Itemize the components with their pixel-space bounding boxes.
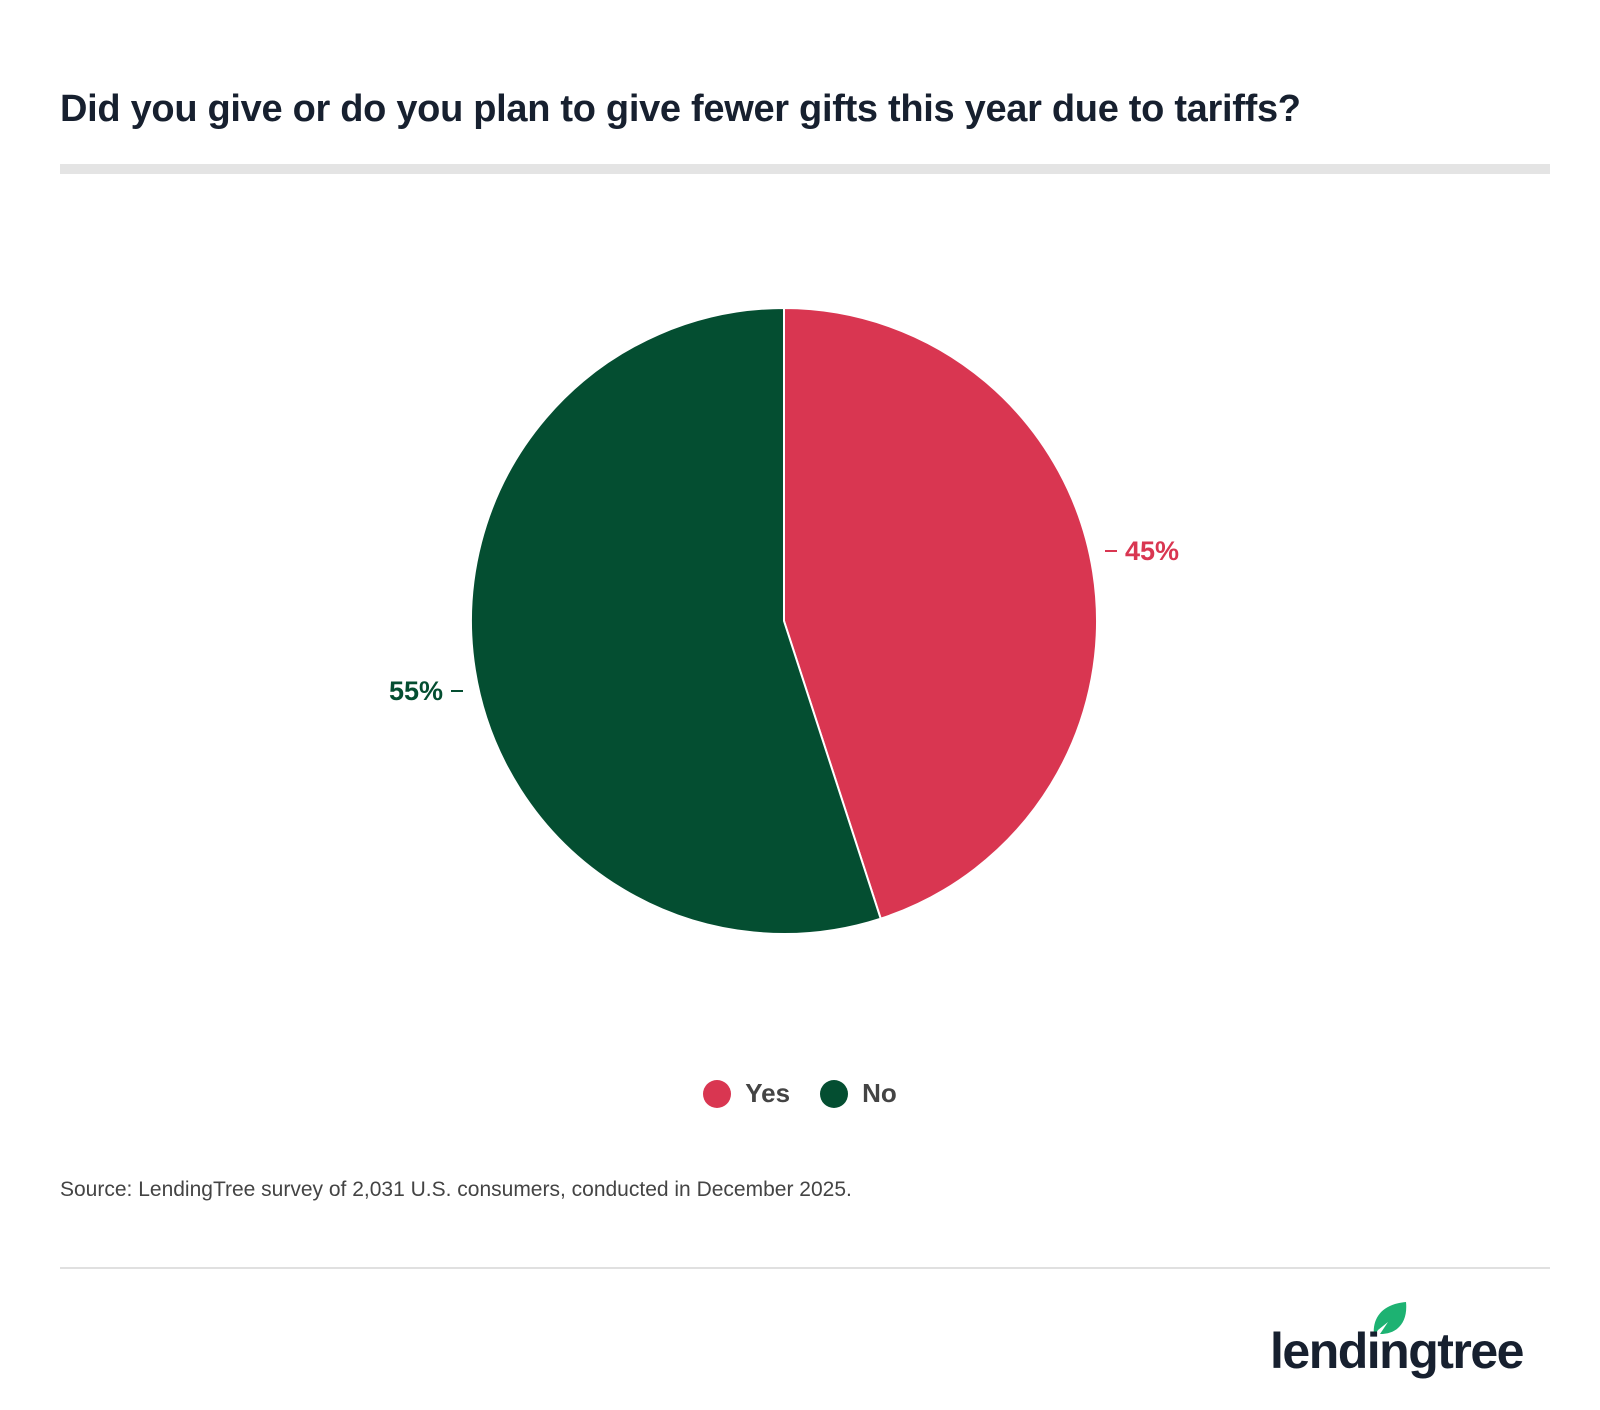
legend-label-no: No	[862, 1078, 897, 1108]
source-note: Source: LendingTree survey of 2,031 U.S.…	[60, 1178, 852, 1201]
legend: Yes No	[0, 1078, 1600, 1109]
legend-label-yes: Yes	[745, 1078, 791, 1108]
pie-slice-no	[470, 306, 882, 935]
data-label-no: 55%	[389, 676, 443, 706]
pie-chart: 45% 55%	[389, 306, 1179, 935]
legend-swatch-no	[820, 1079, 849, 1108]
footer-divider	[60, 1267, 1550, 1269]
legend-item-no: No	[820, 1078, 897, 1109]
lendingtree-logo: lendingtree	[1270, 1300, 1550, 1380]
data-label-yes: 45%	[1125, 536, 1179, 566]
legend-item-yes: Yes	[703, 1078, 790, 1109]
chart-title: Did you give or do you plan to give fewe…	[60, 88, 1301, 130]
leaf-icon	[1373, 1302, 1407, 1336]
title-divider	[60, 164, 1550, 174]
logo-wordmark: lendingtree	[1270, 1323, 1524, 1379]
legend-swatch-yes	[703, 1079, 732, 1108]
pie-slice-yes	[783, 306, 1098, 920]
